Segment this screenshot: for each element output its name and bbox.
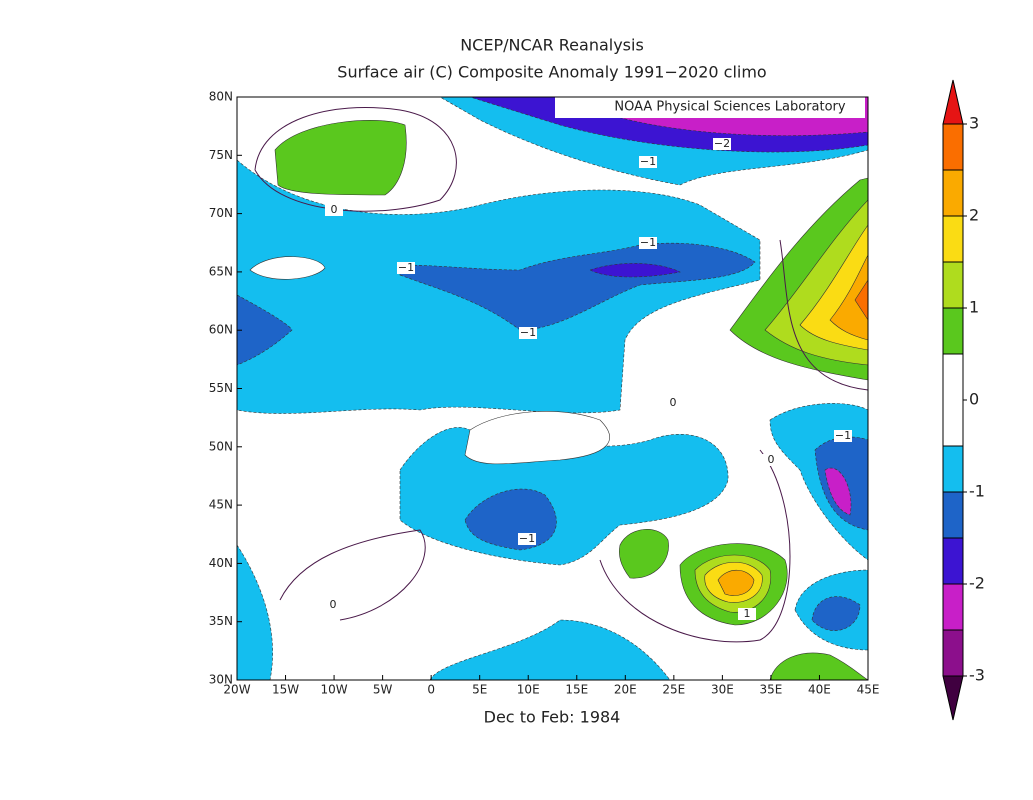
contour-label: −1 xyxy=(835,429,851,442)
colorbar-box xyxy=(942,583,964,631)
contour-fill xyxy=(589,263,681,278)
y-tick-label: 50N xyxy=(209,439,233,453)
colorbar-over xyxy=(942,79,964,125)
y-tick-label: 75N xyxy=(209,148,233,162)
contour-fill xyxy=(429,619,671,680)
x-tick-label: 30E xyxy=(711,683,734,697)
contour-label-box xyxy=(519,327,537,339)
x-tick-label: 15E xyxy=(565,683,588,697)
contour-label-box xyxy=(762,454,780,466)
contour-label: −2 xyxy=(714,137,730,150)
x-tick-label: 5W xyxy=(373,683,393,697)
x-tick-label: 40E xyxy=(808,683,831,697)
axes: 20W 15W 10W 5W 0 5E 10E 15E 20E 25E 30E 35E 40E 45E 30… xyxy=(209,90,880,697)
contour-label-box xyxy=(664,397,682,409)
contour-label: 1 xyxy=(744,607,751,620)
contour-lines xyxy=(254,107,868,643)
colorbar-box xyxy=(942,261,964,309)
colorbar-box xyxy=(942,629,964,677)
x-tick-label: 0 xyxy=(427,683,435,697)
contour-label-box xyxy=(713,138,731,150)
footer: Dec to Feb: 1984 xyxy=(484,708,621,727)
contour-zero xyxy=(779,239,868,391)
colorbar-box xyxy=(942,537,964,585)
colorbar-label: 1 xyxy=(969,298,979,317)
contour-label: −1 xyxy=(640,155,656,168)
y-tick-label: 30N xyxy=(209,673,233,687)
colorbar-box xyxy=(942,353,964,447)
y-tick-label: 45N xyxy=(209,498,233,512)
colorbar-label: -3 xyxy=(969,666,985,685)
map-fills xyxy=(237,97,868,680)
y-tick-label: 65N xyxy=(209,264,233,278)
x-tick-label: 15W xyxy=(272,683,299,697)
contour-label-box xyxy=(518,533,536,545)
x-tick-label: 35E xyxy=(759,683,782,697)
contour-label: −1 xyxy=(398,261,414,274)
colorbar-box xyxy=(942,123,964,171)
colorbar-label: -2 xyxy=(969,574,985,593)
contour-label: −1 xyxy=(519,532,535,545)
contour-fill xyxy=(717,569,755,596)
colorbar-label: 0 xyxy=(969,390,979,409)
contour-fill xyxy=(274,120,407,196)
colorbar-under xyxy=(942,675,964,721)
x-tick-label: 5E xyxy=(472,683,487,697)
contour-label: −1 xyxy=(640,236,656,249)
contour-label: 0 xyxy=(670,396,677,409)
x-tick-label: 45E xyxy=(857,683,880,697)
credit: NOAA Physical Sciences Laboratory xyxy=(614,100,845,115)
contour-fill xyxy=(237,294,293,366)
y-tick-label: 80N xyxy=(209,90,233,104)
contour-label-box xyxy=(834,430,852,442)
contour-label-box xyxy=(639,237,657,249)
contour-fill xyxy=(619,529,669,579)
contour-label-box xyxy=(639,156,657,168)
y-tick-label: 70N xyxy=(209,206,233,220)
colorbar-box xyxy=(942,169,964,217)
y-tick-label: 60N xyxy=(209,323,233,337)
contour-fill xyxy=(829,254,868,341)
contour-label: 0 xyxy=(331,203,338,216)
x-tick-label: 25E xyxy=(662,683,685,697)
colorbar-label: -1 xyxy=(969,482,985,501)
subtitle: Surface air (C) Composite Anomaly 1991−2… xyxy=(337,63,766,82)
colorbar-label: 3 xyxy=(969,114,979,133)
contour-label-box xyxy=(397,262,415,274)
contour-fill xyxy=(464,411,610,465)
colorbar-box xyxy=(942,445,964,493)
y-tick-label: 40N xyxy=(209,556,233,570)
contour-zero xyxy=(279,529,426,621)
colorbar-box xyxy=(942,491,964,539)
colorbar-box xyxy=(942,215,964,263)
contour-label-box xyxy=(738,608,756,620)
x-tick-label: 10E xyxy=(517,683,540,697)
contour-fill xyxy=(811,596,861,631)
colorbar-box xyxy=(942,307,964,355)
contour-fill xyxy=(854,279,868,321)
y-tick-label: 35N xyxy=(209,614,233,628)
contour-label-box xyxy=(325,204,343,216)
contour-fill xyxy=(824,467,852,516)
contour-fill xyxy=(769,652,868,680)
x-tick-label: 20E xyxy=(614,683,637,697)
contour-label: 0 xyxy=(330,598,337,611)
colorbar-label: 2 xyxy=(969,206,979,225)
title: NCEP/NCAR Reanalysis xyxy=(460,36,644,55)
x-tick-label: 20W xyxy=(223,683,250,697)
contour-zero xyxy=(599,449,791,643)
contour-label: −1 xyxy=(520,326,536,339)
contour-label: 0 xyxy=(768,453,775,466)
credit-box xyxy=(555,97,865,118)
contour-label-box xyxy=(324,599,342,611)
colorbar: -3 -2 -1 0 1 2 3 xyxy=(942,79,985,721)
contour-fill xyxy=(249,256,326,280)
x-tick-label: 10W xyxy=(321,683,348,697)
y-tick-label: 55N xyxy=(209,381,233,395)
